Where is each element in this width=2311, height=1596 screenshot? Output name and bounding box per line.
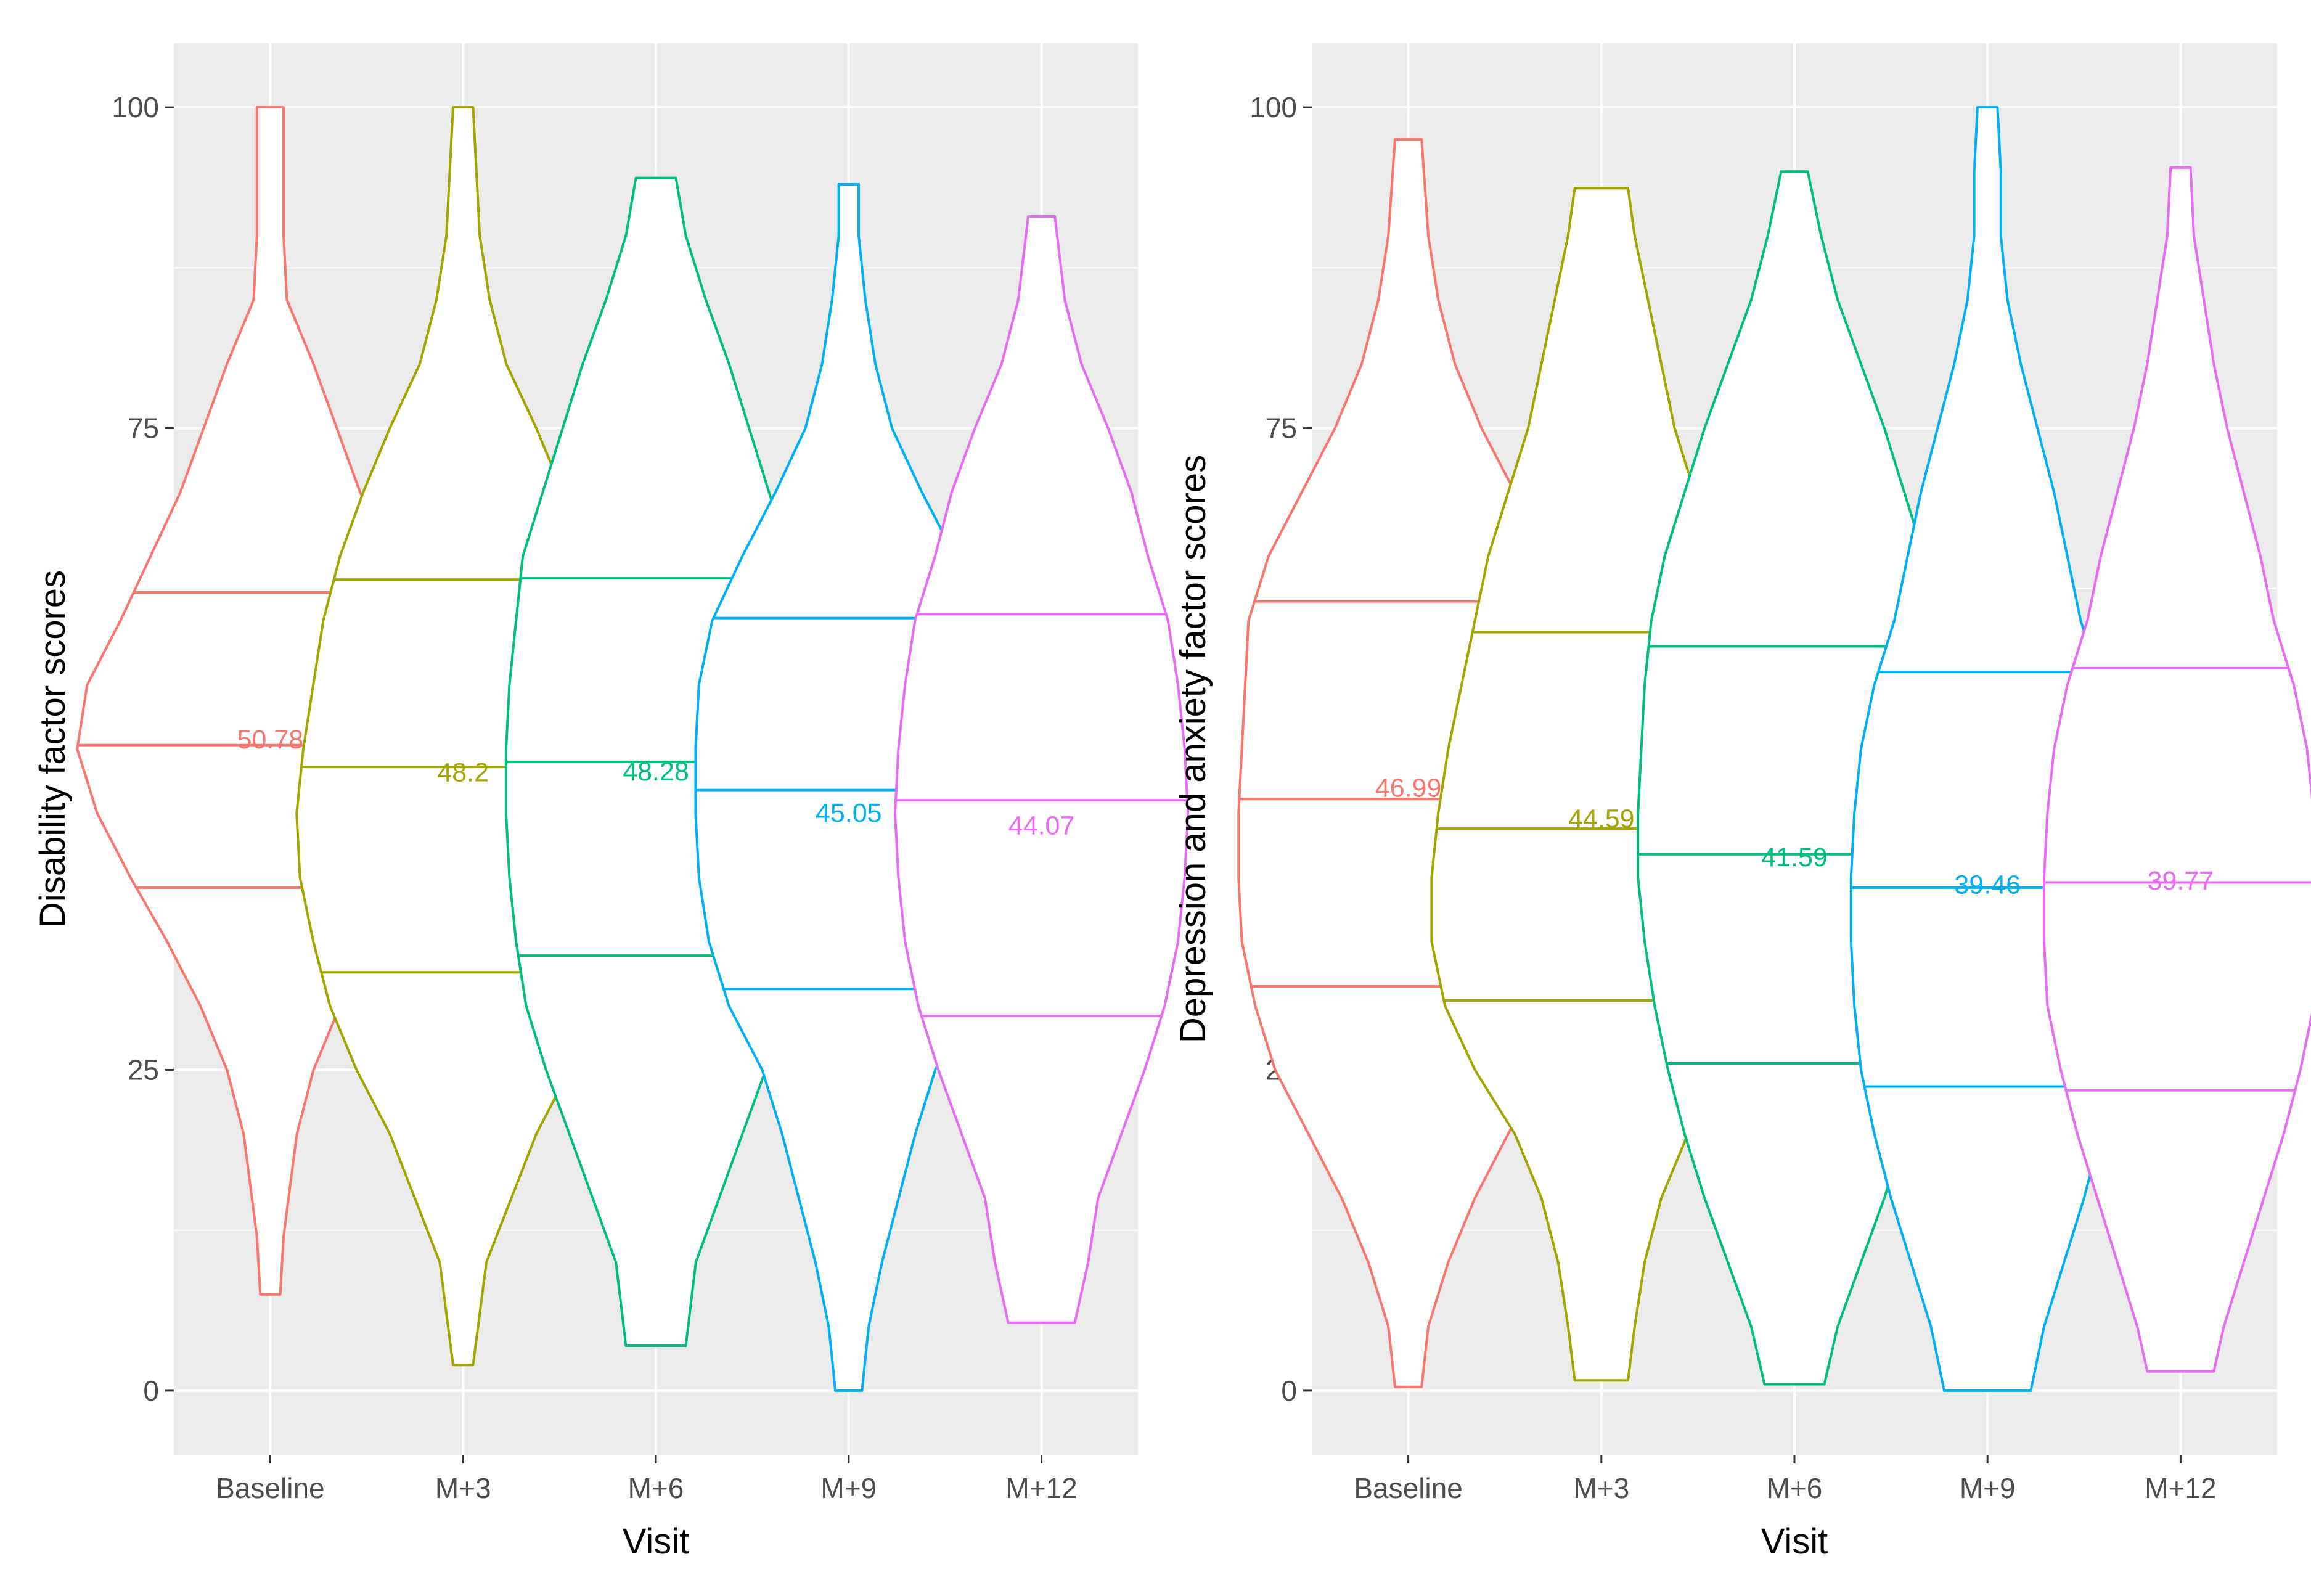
y-tick-label: 75 [128,412,159,444]
mean-label: 45.05 [816,798,882,828]
violin-mplus-12 [2043,166,2311,1373]
x-tick-label: M+9 [820,1472,877,1504]
y-axis-title: Disability factor scores [33,570,73,928]
disability-violin-chart: 0255075100BaselineM+3M+6M+9M+12VisitDisa… [33,43,1190,1561]
y-tick-label: 0 [143,1375,159,1407]
mean-label: 44.59 [1568,804,1635,834]
x-axis-title: Visit [623,1521,690,1561]
x-tick-label: M+12 [2145,1472,2216,1504]
y-tick-label: 100 [112,91,159,123]
x-tick-label: Baseline [1354,1472,1462,1504]
depression-anxiety-violin-chart: 0255075100BaselineM+3M+6M+9M+12VisitDepr… [1173,43,2311,1561]
mean-label: 39.77 [2148,866,2214,896]
mean-label: 46.99 [1375,774,1442,803]
x-tick-label: M+9 [1960,1472,2016,1504]
y-axis-title: Depression and anxiety factor scores [1173,455,1213,1043]
x-tick-label: M+12 [1005,1472,1077,1504]
x-tick-label: M+6 [1767,1472,1823,1504]
x-axis-title: Visit [1761,1521,1828,1561]
x-tick-label: M+3 [1573,1472,1629,1504]
y-tick-label: 25 [128,1054,159,1086]
y-tick-label: 0 [1281,1375,1297,1407]
x-tick-label: Baseline [216,1472,324,1504]
mean-label: 50.78 [237,725,304,755]
mean-label: 48.28 [623,757,689,787]
mean-label: 48.2 [437,758,489,787]
x-tick-label: M+3 [435,1472,491,1504]
violin-mplus-12 [894,215,1190,1324]
mean-label: 41.59 [1761,843,1828,872]
y-tick-label: 100 [1250,91,1297,123]
mean-label: 44.07 [1008,811,1075,840]
y-tick-label: 75 [1266,412,1297,444]
mean-label: 39.46 [1954,870,2021,899]
x-tick-label: M+6 [628,1472,684,1504]
